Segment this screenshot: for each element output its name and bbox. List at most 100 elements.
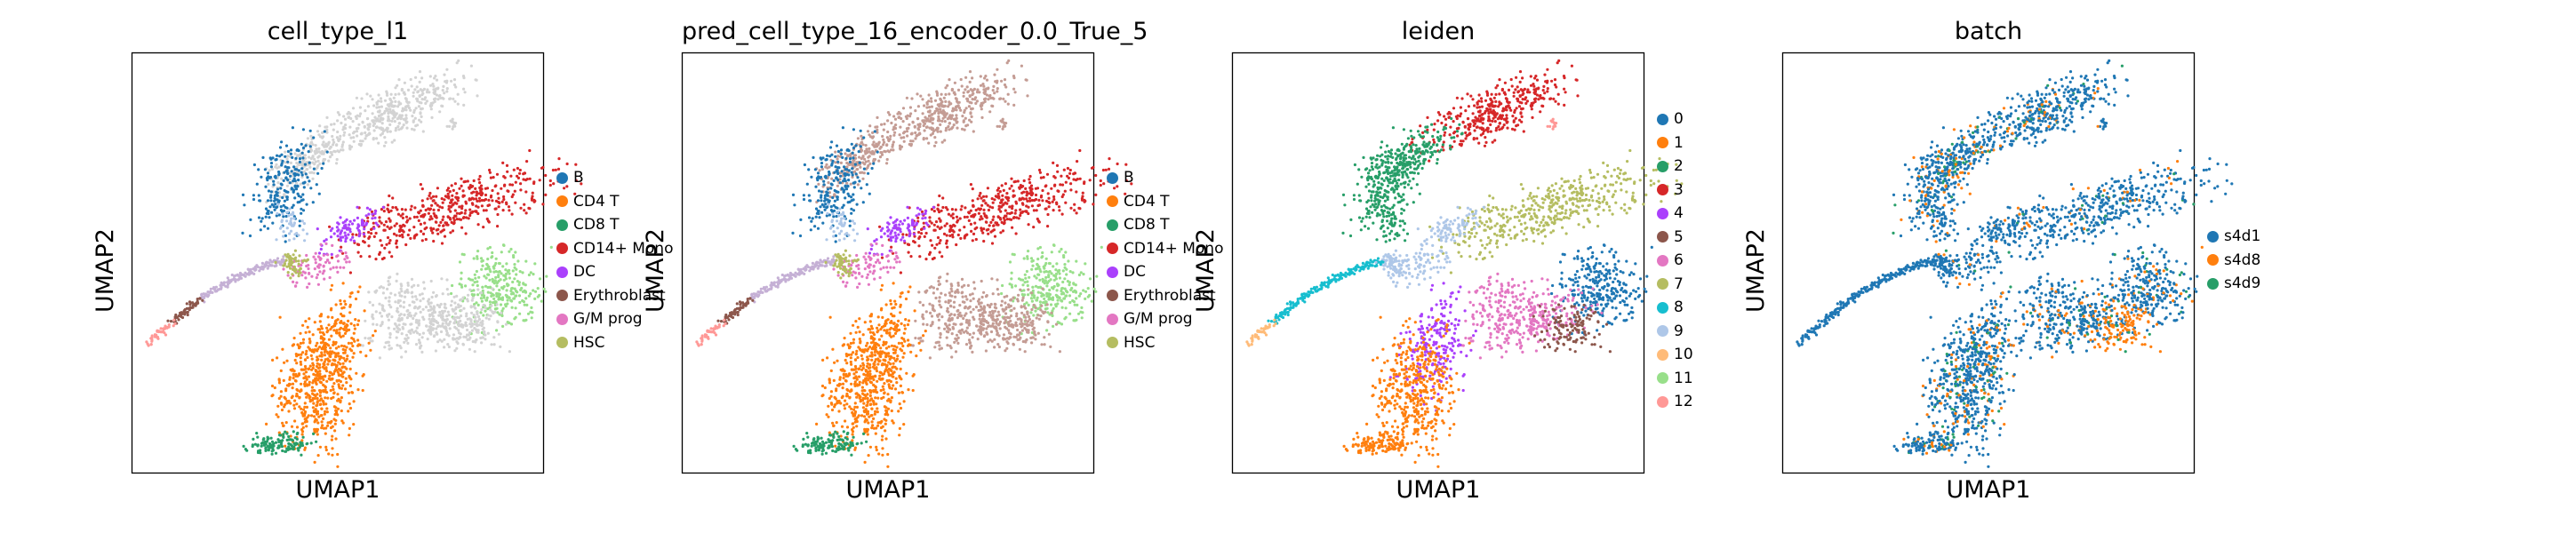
- scatter-point: [985, 78, 989, 82]
- scatter-point: [944, 92, 948, 96]
- scatter-point: [420, 120, 423, 123]
- scatter-point: [308, 161, 311, 164]
- scatter-point: [925, 106, 929, 109]
- scatter-point: [332, 362, 337, 366]
- scatter-point: [848, 160, 852, 163]
- scatter-point: [1010, 177, 1013, 180]
- scatter-point: [418, 80, 421, 84]
- scatter-point: [341, 384, 345, 387]
- scatter-point: [394, 86, 397, 90]
- scatter-point: [1066, 166, 1069, 171]
- scatter-point: [301, 323, 305, 327]
- scatter-point: [277, 165, 281, 169]
- scatter-point: [280, 153, 284, 156]
- scatter-point: [1006, 92, 1010, 96]
- scatter-point: [356, 126, 360, 130]
- scatter-point: [971, 93, 974, 97]
- scatter-point: [393, 224, 396, 227]
- scatter-point: [314, 258, 317, 261]
- scatter-point: [301, 156, 305, 160]
- scatter-point: [292, 403, 296, 407]
- scatter-point: [460, 285, 464, 289]
- scatter-point: [1012, 75, 1016, 78]
- scatter-point: [820, 260, 825, 264]
- scatter-point: [948, 234, 952, 237]
- scatter-point: [526, 312, 531, 315]
- scatter-point: [461, 75, 466, 78]
- scatter-point: [316, 433, 319, 436]
- scatter-point: [957, 106, 962, 110]
- scatter-point: [1108, 157, 1111, 161]
- scatter-point: [327, 323, 331, 327]
- scatter-point: [429, 101, 433, 105]
- scatter-point: [945, 222, 948, 226]
- scatter-point: [1094, 193, 1098, 196]
- scatter-point: [468, 198, 471, 202]
- scatter-point: [276, 203, 280, 206]
- scatter-point: [565, 185, 569, 188]
- scatter-point: [331, 453, 334, 457]
- scatter-point: [361, 388, 364, 393]
- scatter-point: [1003, 221, 1006, 225]
- scatter-point: [915, 223, 918, 227]
- scatter-point: [300, 199, 303, 203]
- scatter-point: [970, 101, 973, 105]
- scatter-point: [861, 155, 865, 158]
- scatter-point: [492, 343, 496, 346]
- scatter-point: [252, 194, 255, 197]
- scatter-point: [454, 312, 458, 315]
- scatter-point: [475, 338, 478, 342]
- scatter-point: [506, 270, 510, 274]
- scatter-point: [196, 298, 199, 301]
- scatter-point: [330, 123, 333, 126]
- scatter-point: [332, 358, 335, 362]
- scatter-point: [487, 317, 491, 321]
- scatter-point: [255, 432, 259, 435]
- scatter-point: [336, 465, 340, 468]
- scatter-point: [880, 256, 884, 259]
- scatter-point: [832, 230, 836, 234]
- scatter-point: [348, 406, 353, 410]
- scatter-point: [366, 216, 370, 219]
- scatter-point: [411, 295, 414, 298]
- scatter-point: [307, 414, 310, 418]
- scatter-point: [294, 379, 298, 383]
- scatter-point: [753, 296, 756, 299]
- scatter-point: [492, 265, 495, 268]
- scatter-point: [298, 395, 301, 399]
- scatter-point: [331, 385, 334, 388]
- scatter-point: [816, 171, 820, 175]
- scatter-point: [984, 202, 988, 205]
- scatter-point: [356, 227, 359, 230]
- scatter-point: [923, 235, 926, 238]
- scatter-point: [482, 294, 486, 298]
- scatter-point: [336, 235, 340, 238]
- scatter-point: [349, 341, 354, 345]
- scatter-point: [334, 437, 338, 441]
- scatter-point: [285, 227, 289, 230]
- scatter-point: [475, 269, 478, 274]
- scatter-point: [173, 322, 177, 325]
- scatter-point: [477, 317, 481, 322]
- scatter-point: [249, 218, 252, 221]
- scatter-point: [872, 162, 876, 165]
- scatter-point: [479, 336, 483, 340]
- scatter-point: [478, 186, 482, 189]
- scatter-point: [320, 426, 324, 430]
- scatter-point: [292, 179, 295, 183]
- scatter-point: [348, 133, 351, 137]
- scatter-point: [298, 405, 301, 409]
- scatter-point: [810, 175, 813, 179]
- scatter-point: [331, 373, 334, 377]
- scatter-point: [580, 182, 583, 186]
- scatter-point: [876, 125, 879, 129]
- scatter-point: [321, 151, 324, 155]
- scatter-point: [714, 333, 718, 337]
- scatter-point: [860, 140, 864, 144]
- scatter-point: [890, 245, 893, 249]
- scatter-point: [971, 239, 974, 243]
- scatter-point: [897, 227, 900, 230]
- scatter-point: [292, 448, 295, 451]
- scatter-point: [955, 98, 958, 101]
- scatter-point: [486, 314, 490, 317]
